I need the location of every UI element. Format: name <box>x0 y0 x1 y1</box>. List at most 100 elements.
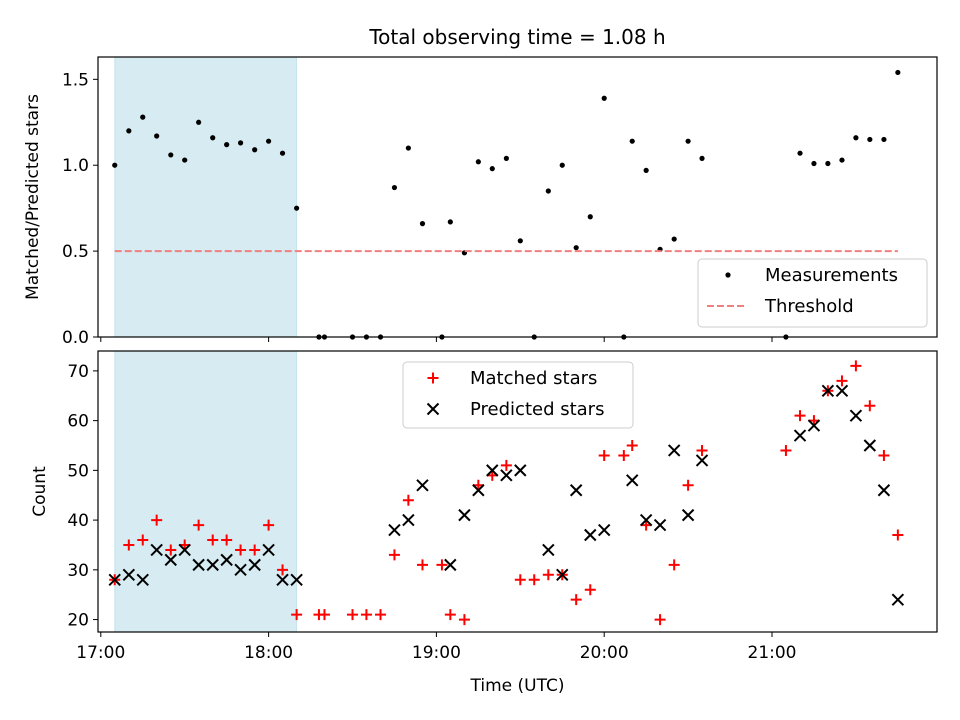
data-point <box>277 564 289 576</box>
data-point <box>514 464 527 477</box>
data-point <box>402 494 414 506</box>
data-point <box>164 553 177 567</box>
data-point <box>419 221 426 227</box>
y-tick-label: 60 <box>67 412 89 432</box>
legend-label: Matched stars <box>470 368 597 389</box>
shaded-span <box>114 56 298 338</box>
y-tick-label: 1.5 <box>62 70 89 90</box>
data-point <box>797 150 803 156</box>
data-point <box>266 138 272 144</box>
data-point <box>405 145 411 151</box>
legend-label: Predicted stars <box>470 399 604 420</box>
data-point <box>237 140 244 146</box>
data-point <box>780 444 792 456</box>
data-point <box>601 95 607 101</box>
data-point <box>821 384 835 397</box>
data-point <box>458 508 471 522</box>
data-point <box>402 513 415 527</box>
data-point <box>210 135 216 141</box>
y-tick-label: 0.0 <box>62 328 89 348</box>
data-point <box>458 614 470 626</box>
y-tick-label: 40 <box>67 511 89 531</box>
data-point <box>291 609 303 621</box>
data-point <box>178 543 191 557</box>
data-point <box>643 167 649 173</box>
data-point <box>793 429 807 442</box>
data-point <box>863 439 877 452</box>
data-point <box>685 138 691 144</box>
data-point <box>224 142 230 148</box>
data-point <box>517 238 523 244</box>
plot-frame <box>97 350 938 633</box>
data-point <box>416 559 428 571</box>
data-point <box>168 152 174 158</box>
data-point <box>668 559 680 571</box>
data-point <box>108 573 121 586</box>
data-point <box>150 543 163 557</box>
data-point <box>347 609 359 621</box>
data-point <box>514 574 526 586</box>
data-point <box>597 523 611 537</box>
data-point <box>626 474 639 487</box>
data-point <box>444 609 456 621</box>
y-axis-label: Matched/Predicted stars <box>23 94 43 300</box>
data-point <box>276 573 289 586</box>
data-point <box>867 136 873 143</box>
data-point <box>279 150 286 156</box>
data-point <box>570 594 582 606</box>
data-point <box>542 543 555 557</box>
data-point <box>472 484 485 497</box>
data-point <box>629 138 635 144</box>
data-point <box>416 479 429 492</box>
data-point <box>360 609 372 621</box>
data-point <box>318 609 330 621</box>
legend-swatch <box>427 372 439 384</box>
data-point <box>584 584 596 596</box>
data-point <box>388 523 401 537</box>
y-tick-label: 30 <box>67 561 89 581</box>
data-point <box>489 166 495 172</box>
data-point <box>667 444 681 457</box>
legend-top: Measurements Threshold <box>697 258 928 328</box>
legend-label: Measurements <box>765 265 898 286</box>
data-point <box>263 519 275 531</box>
data-point <box>598 449 610 461</box>
data-point <box>807 419 821 432</box>
data-point <box>618 449 630 461</box>
chart-title: Total observing time = 1.08 h <box>368 25 665 49</box>
data-point <box>839 157 845 163</box>
data-point <box>193 519 205 531</box>
data-point <box>262 543 275 557</box>
data-point <box>248 558 261 572</box>
data-point <box>653 518 667 532</box>
data-point <box>206 558 219 572</box>
data-point <box>234 563 247 577</box>
data-point <box>528 574 540 586</box>
data-point <box>500 459 512 471</box>
legend-label: Threshold <box>764 296 854 317</box>
data-point <box>639 513 653 527</box>
legend-swatch <box>426 402 440 416</box>
data-point <box>853 135 859 141</box>
data-point <box>182 157 188 163</box>
data-point <box>811 160 817 167</box>
x-tick-label: 21:00 <box>748 643 797 663</box>
data-point <box>151 514 163 526</box>
data-point <box>877 484 891 497</box>
y-tick-label: 0.5 <box>62 242 89 262</box>
y-tick-label: 20 <box>67 611 89 631</box>
data-point <box>252 147 258 153</box>
data-point <box>825 160 831 167</box>
data-point <box>850 360 862 372</box>
data-point <box>559 162 565 168</box>
data-point <box>196 119 202 125</box>
data-point <box>587 214 593 220</box>
data-point <box>192 558 205 572</box>
data-point <box>165 544 177 556</box>
data-point <box>294 205 300 211</box>
data-point <box>290 573 303 586</box>
data-point <box>569 484 583 497</box>
x-axis-label: Time (UTC) <box>470 676 565 696</box>
data-point <box>671 236 677 242</box>
plot-frame <box>97 56 938 338</box>
